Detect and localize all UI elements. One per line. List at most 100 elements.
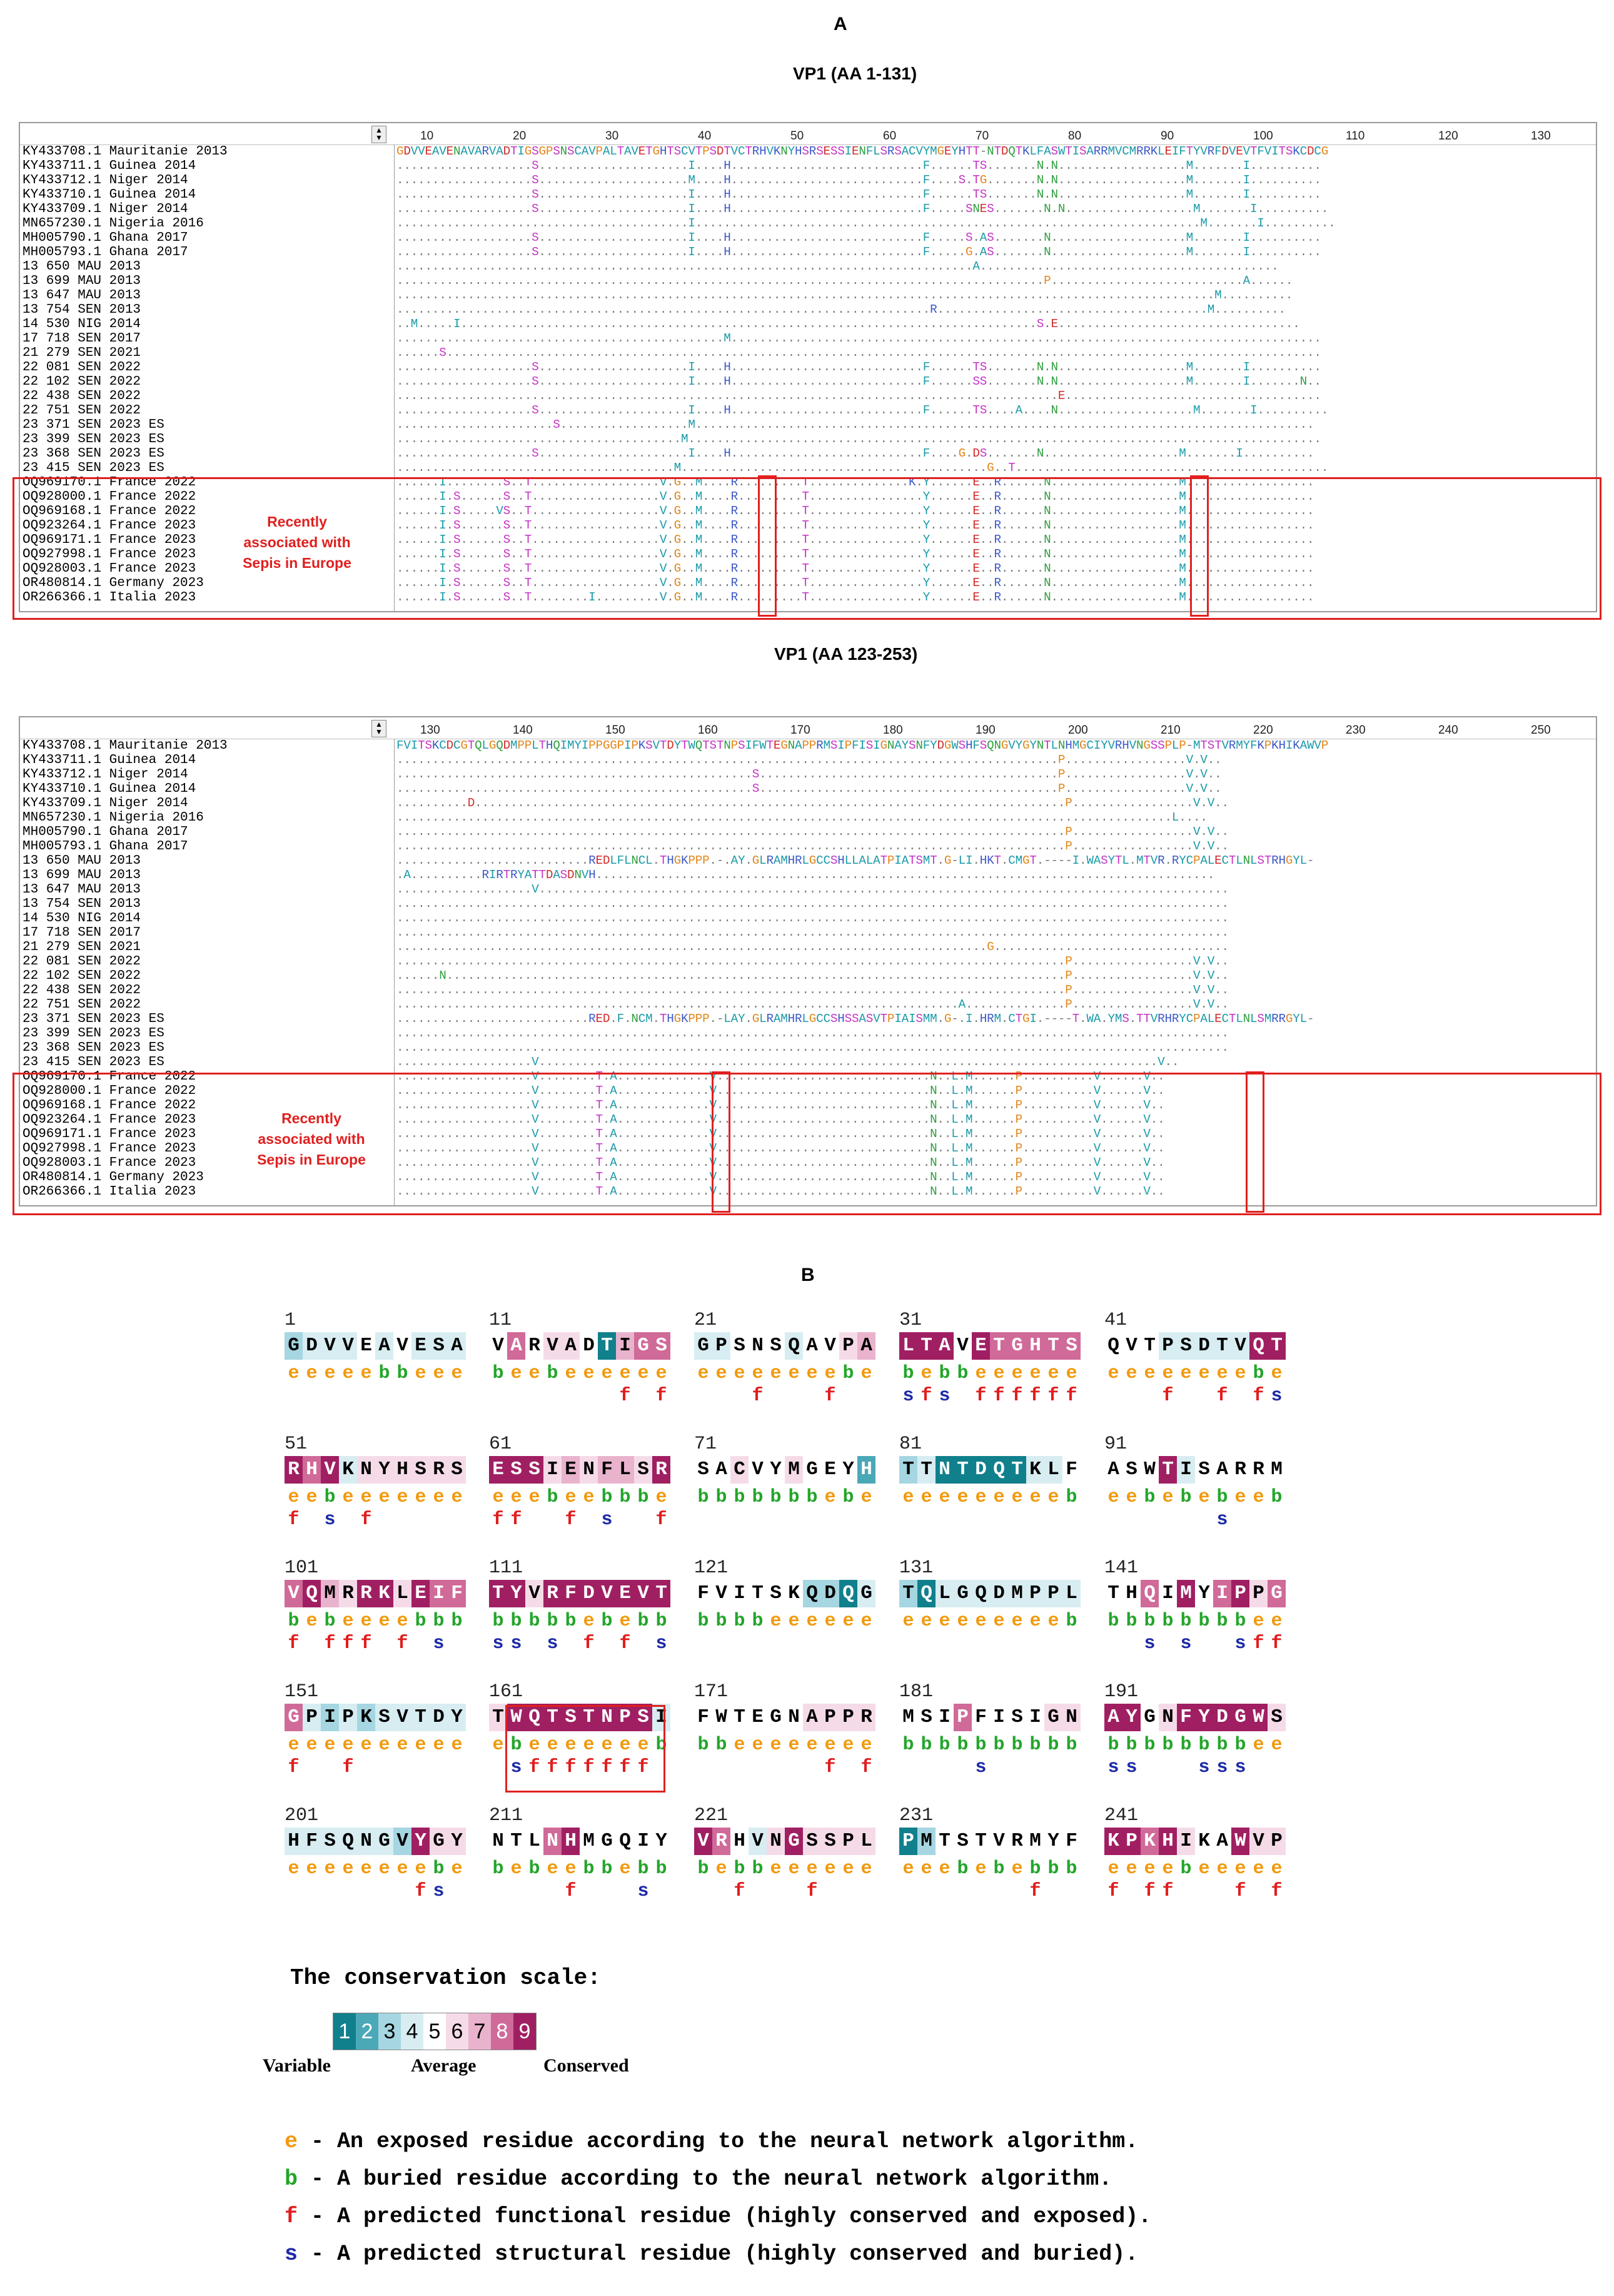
residue: V <box>749 1456 767 1484</box>
ruler-tick-label: 210 <box>1161 724 1181 737</box>
sequence-name: OQ927998.1 France 2023 <box>23 547 196 562</box>
sequence-row: ...................V....................… <box>396 1055 1179 1069</box>
sequence-row: ......I.S......S..T........I.........V.G… <box>396 590 1314 604</box>
function-row <box>694 1632 882 1655</box>
residue: D <box>580 1332 598 1360</box>
function-row: f f <box>734 1881 818 1902</box>
residue: A <box>507 1332 525 1360</box>
sequence-name: 23 415 SEN 2023 ES <box>23 461 164 475</box>
sequence-row: ........................................… <box>396 274 1293 288</box>
residue: D <box>1213 1704 1231 1731</box>
residue: S <box>375 1704 393 1731</box>
residue: F <box>303 1828 321 1855</box>
ruler-tick-label: 230 <box>1346 724 1366 737</box>
residue: T <box>936 1828 954 1855</box>
residue: M <box>1177 1580 1195 1607</box>
residue: M <box>899 1704 917 1731</box>
residue: Q <box>339 1828 357 1855</box>
residue: A <box>562 1332 580 1360</box>
scroll-spinner[interactable]: ▲ ▼ <box>371 720 386 737</box>
residue: S <box>507 1456 525 1484</box>
highlight-motif-box <box>505 1705 665 1793</box>
ruler-tick-label: 10 <box>420 129 434 143</box>
residue: N <box>543 1828 562 1855</box>
legend-item: b - A buried residue according to the ne… <box>285 2167 1112 2192</box>
ruler: 130 140 150 160 170 180 190 200 210 220 230 240 250 <box>20 717 1596 739</box>
ruler-tick-label: 110 <box>1346 129 1365 143</box>
residue: K <box>375 1580 393 1607</box>
sequence-name: OQ923264.1 France 2023 <box>23 1113 196 1127</box>
ruler-tick-label: 180 <box>883 724 903 737</box>
residue: E <box>616 1580 634 1607</box>
residue: G <box>1141 1704 1159 1731</box>
sequence-name: OQ927998.1 France 2023 <box>23 1141 196 1156</box>
residue: T <box>917 1332 936 1360</box>
sequence-name: OR266366.1 Italia 2023 <box>23 590 196 605</box>
sequence-names: KY433708.1 Mauritanie 2013 KY433711.1 Gui… <box>20 144 395 611</box>
sequence-row: ...................S....................… <box>396 245 1321 259</box>
residue-start-number: 51 <box>285 1434 308 1455</box>
residue-start-number: 201 <box>285 1805 319 1826</box>
sequence-name: 13 699 MAU 2013 <box>23 868 141 882</box>
residue: P <box>1231 1580 1249 1607</box>
residue: H <box>285 1828 303 1855</box>
sequence-name: KY433708.1 Mauritanie 2013 <box>23 144 228 159</box>
sequence-name: OQ928003.1 France 2023 <box>23 1156 196 1170</box>
residue: V <box>634 1580 652 1607</box>
ruler-tick-label: 50 <box>790 129 804 143</box>
residue: R <box>430 1456 448 1484</box>
residue: V <box>321 1332 339 1360</box>
residue: P <box>1044 1580 1062 1607</box>
residue: H <box>1122 1580 1141 1607</box>
residue: F <box>448 1580 466 1607</box>
residue: S <box>694 1456 712 1484</box>
residue: L <box>899 1332 917 1360</box>
residue: T <box>749 1580 767 1607</box>
residue: R <box>652 1456 670 1484</box>
ruler-tick-label: 130 <box>1531 129 1551 143</box>
residue: T <box>1268 1332 1286 1360</box>
sequence-name: 22 081 SEN 2022 <box>23 360 141 375</box>
residue: P <box>339 1704 357 1731</box>
scale-cell: 1 <box>333 2013 356 2050</box>
residue: F <box>972 1704 990 1731</box>
recent-note-top: Recently associated with Sepis in Europe <box>222 512 372 574</box>
sequence-name: MN657230.1 Nigeria 2016 <box>23 811 204 825</box>
residue: R <box>525 1332 543 1360</box>
residue: P <box>839 1332 857 1360</box>
function-row <box>694 1509 882 1531</box>
sequence-name: 17 718 SEN 2017 <box>23 926 141 940</box>
function-row <box>899 1509 1087 1531</box>
sequence-row: ........................................… <box>396 926 1229 939</box>
residue-start-number: 151 <box>285 1681 319 1702</box>
ruler-tick-label: 120 <box>1438 129 1458 143</box>
scroll-spinner[interactable]: ▲ ▼ <box>371 126 386 143</box>
residue: T <box>1159 1456 1177 1484</box>
residue: F <box>1177 1704 1195 1731</box>
scale-cell: 2 <box>356 2013 378 2050</box>
residue: S <box>821 1828 839 1855</box>
residue: D <box>303 1332 321 1360</box>
sequence-name: 14 530 NIG 2014 <box>23 911 141 926</box>
